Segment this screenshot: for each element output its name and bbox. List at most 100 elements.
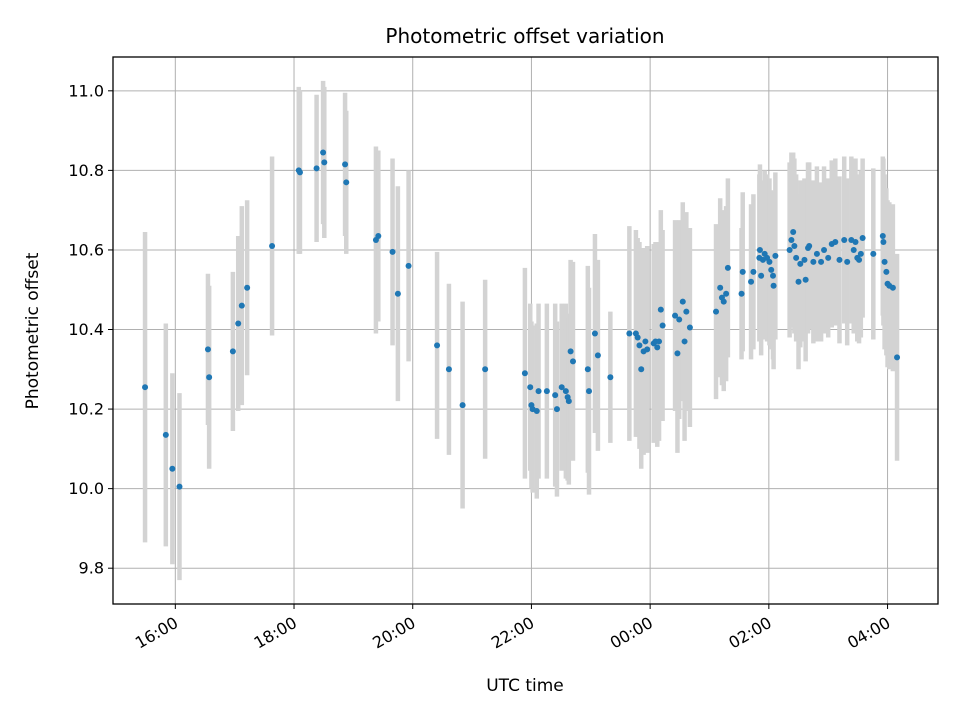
data-point xyxy=(859,235,866,242)
data-point xyxy=(806,242,813,249)
data-point xyxy=(553,406,560,413)
data-point xyxy=(750,268,757,275)
y-tick-label: 10.8 xyxy=(68,161,104,180)
data-point xyxy=(832,238,839,245)
data-point xyxy=(790,229,797,236)
data-point xyxy=(852,238,859,245)
data-point xyxy=(720,298,727,305)
data-point xyxy=(724,264,731,271)
plot-frame xyxy=(112,56,939,605)
data-point xyxy=(738,290,745,297)
data-point xyxy=(813,250,820,257)
data-point xyxy=(791,242,798,249)
data-point xyxy=(889,284,896,291)
data-point xyxy=(176,483,183,490)
data-point xyxy=(586,388,593,395)
data-point xyxy=(638,366,645,373)
data-point xyxy=(634,334,641,341)
data-point xyxy=(535,388,542,395)
data-point xyxy=(394,290,401,297)
data-point xyxy=(772,252,779,259)
y-tick-label: 10.6 xyxy=(68,240,104,259)
data-point xyxy=(654,344,661,351)
data-point xyxy=(844,258,851,265)
data-point xyxy=(482,366,489,373)
data-point xyxy=(672,312,679,319)
y-axis-label: Photometric offset xyxy=(23,252,43,409)
data-point xyxy=(679,298,686,305)
data-point xyxy=(229,348,236,355)
data-point xyxy=(244,284,251,291)
data-point xyxy=(320,149,327,156)
data-point xyxy=(879,233,886,240)
data-point xyxy=(313,165,320,172)
data-point xyxy=(567,348,574,355)
data-point xyxy=(818,258,825,265)
data-point xyxy=(801,256,808,263)
data-point xyxy=(770,282,777,289)
data-point xyxy=(883,268,890,275)
data-point xyxy=(810,258,817,265)
data-point xyxy=(857,250,864,257)
x-axis-label: UTC time xyxy=(486,676,564,696)
data-point xyxy=(296,169,303,176)
y-tick-label: 10.2 xyxy=(68,400,104,419)
data-point xyxy=(686,324,693,331)
data-point xyxy=(206,374,213,381)
data-points xyxy=(142,149,901,490)
data-point xyxy=(713,308,720,315)
data-point xyxy=(825,254,832,261)
data-point xyxy=(607,374,614,381)
data-point xyxy=(434,342,441,349)
data-point xyxy=(894,354,901,361)
data-point xyxy=(644,346,651,353)
y-tick-label: 9.8 xyxy=(79,559,104,578)
data-point xyxy=(642,338,649,345)
data-point xyxy=(788,236,795,243)
data-point xyxy=(756,246,763,253)
data-point xyxy=(238,302,245,309)
data-point xyxy=(723,290,730,297)
data-point xyxy=(591,330,598,337)
data-point xyxy=(569,358,576,365)
y-tick-label: 10.0 xyxy=(68,479,104,498)
data-point xyxy=(626,330,633,337)
y-tick-label: 11.0 xyxy=(68,81,104,100)
data-point xyxy=(459,402,466,409)
data-point xyxy=(795,278,802,285)
data-point xyxy=(821,246,828,253)
data-point xyxy=(269,242,276,249)
data-point xyxy=(235,320,242,327)
data-point xyxy=(739,268,746,275)
y-axis-ticks: 9.8 10.0 10.2 10.4 10.6 10.8 11.0 xyxy=(68,81,113,578)
data-point xyxy=(558,384,565,391)
data-point xyxy=(681,338,688,345)
data-point xyxy=(565,398,572,405)
data-point xyxy=(375,233,382,240)
data-point xyxy=(656,338,663,345)
data-point xyxy=(881,258,888,265)
data-point xyxy=(343,179,350,186)
data-point xyxy=(389,248,396,255)
data-point xyxy=(786,246,793,253)
data-point xyxy=(841,236,848,243)
data-point xyxy=(533,408,540,415)
data-point xyxy=(770,272,776,279)
chart-title: Photometric offset variation xyxy=(385,24,664,48)
data-point xyxy=(748,278,755,285)
data-point xyxy=(850,246,857,253)
data-point xyxy=(793,254,800,261)
data-point xyxy=(880,238,887,245)
data-point xyxy=(676,316,683,323)
data-point xyxy=(674,350,681,357)
data-point xyxy=(142,384,149,391)
data-point xyxy=(169,465,176,472)
data-point xyxy=(659,322,666,329)
data-point xyxy=(766,258,773,265)
data-point xyxy=(405,262,412,269)
data-point xyxy=(521,370,528,377)
data-point xyxy=(683,308,690,315)
data-point xyxy=(657,306,664,313)
data-point xyxy=(162,431,169,438)
